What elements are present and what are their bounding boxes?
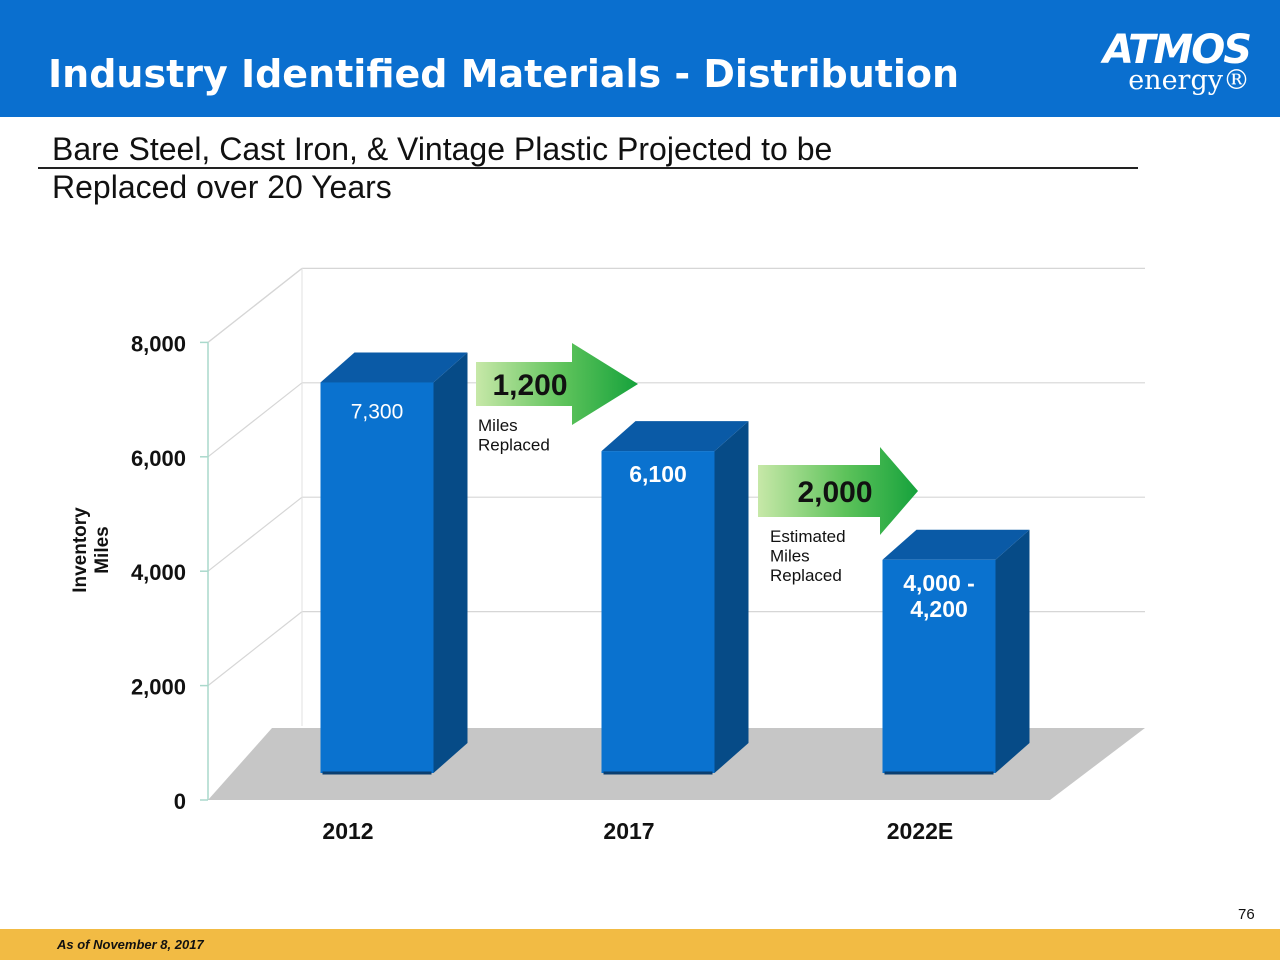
y-axis-title-line: Miles	[92, 526, 113, 574]
subtitle-line-1: Bare Steel, Cast Iron, & Vintage Plastic…	[52, 131, 833, 167]
footer-date-note: As of November 8, 2017	[57, 937, 204, 952]
bar-top	[601, 421, 749, 452]
subtitle-line-2: Replaced over 20 Years	[52, 169, 392, 205]
subtitle-divider	[38, 167, 1138, 169]
y-axis-title-line: Inventory	[70, 507, 91, 593]
logo-subword: energy®	[1128, 65, 1250, 96]
page-title: Industry Identified Materials - Distribu…	[48, 52, 960, 96]
logo-wordmark: ATMOS	[1102, 27, 1252, 73]
y-axis-title: Inventory Miles	[70, 507, 113, 593]
y-tick-label: 8,000	[131, 331, 186, 356]
arrow-value-label: 2,000	[797, 476, 872, 509]
arrow-caption: Miles Replaced	[478, 416, 550, 455]
bar-data-label: 4,000 -4,200	[903, 570, 975, 622]
bar-side	[433, 352, 468, 773]
inventory-bar-chart: 0 2,000 4,000 6,000 8,000 Inventory Miles 2012 2…	[70, 267, 1145, 844]
footer-bar	[0, 929, 1280, 960]
bar-side	[995, 529, 1030, 773]
arrow-shape	[758, 447, 918, 535]
x-tick-label: 2017	[603, 818, 654, 844]
gridline-diagonal	[207, 382, 303, 458]
replaced-arrow-1: 1,200 Miles Replaced	[476, 343, 638, 455]
header-bar: Industry Identified Materials - Distribu…	[0, 0, 1280, 117]
page-number: 76	[1238, 906, 1255, 923]
y-tick-label: 4,000	[131, 560, 186, 585]
gridline-diagonal	[207, 267, 303, 343]
y-tick-label: 2,000	[131, 675, 186, 700]
bar-top	[882, 529, 1030, 560]
bar-front	[882, 559, 996, 773]
arrow-value-label: 1,200	[492, 369, 567, 402]
gridline-diagonal	[207, 611, 303, 687]
bar-2017: 6,100	[601, 421, 749, 775]
arrow-caption: Estimated Miles Replaced	[770, 527, 846, 585]
bar-2022E: 4,000 -4,200	[882, 529, 1030, 775]
slide-subtitle: Bare Steel, Cast Iron, & Vintage Plastic…	[52, 130, 952, 206]
bar-front	[320, 382, 434, 773]
bar-data-label: 7,300	[351, 400, 404, 423]
bar-front	[601, 451, 715, 773]
x-tick-label: 2012	[322, 818, 373, 844]
bar-side	[714, 421, 749, 773]
atmos-energy-logo: ATMOS energy®	[1094, 30, 1254, 100]
bar-top	[320, 352, 468, 383]
x-tick-label: 2022E	[887, 818, 954, 844]
gridline-diagonal	[207, 496, 303, 572]
replaced-arrow-2: 2,000 Estimated Miles Replaced	[758, 447, 918, 585]
bar-2012: 7,300	[320, 352, 468, 775]
arrow-shape	[476, 343, 638, 425]
bar-data-label: 6,100	[629, 461, 687, 487]
y-tick-label: 6,000	[131, 446, 186, 471]
y-tick-label: 0	[174, 789, 186, 814]
